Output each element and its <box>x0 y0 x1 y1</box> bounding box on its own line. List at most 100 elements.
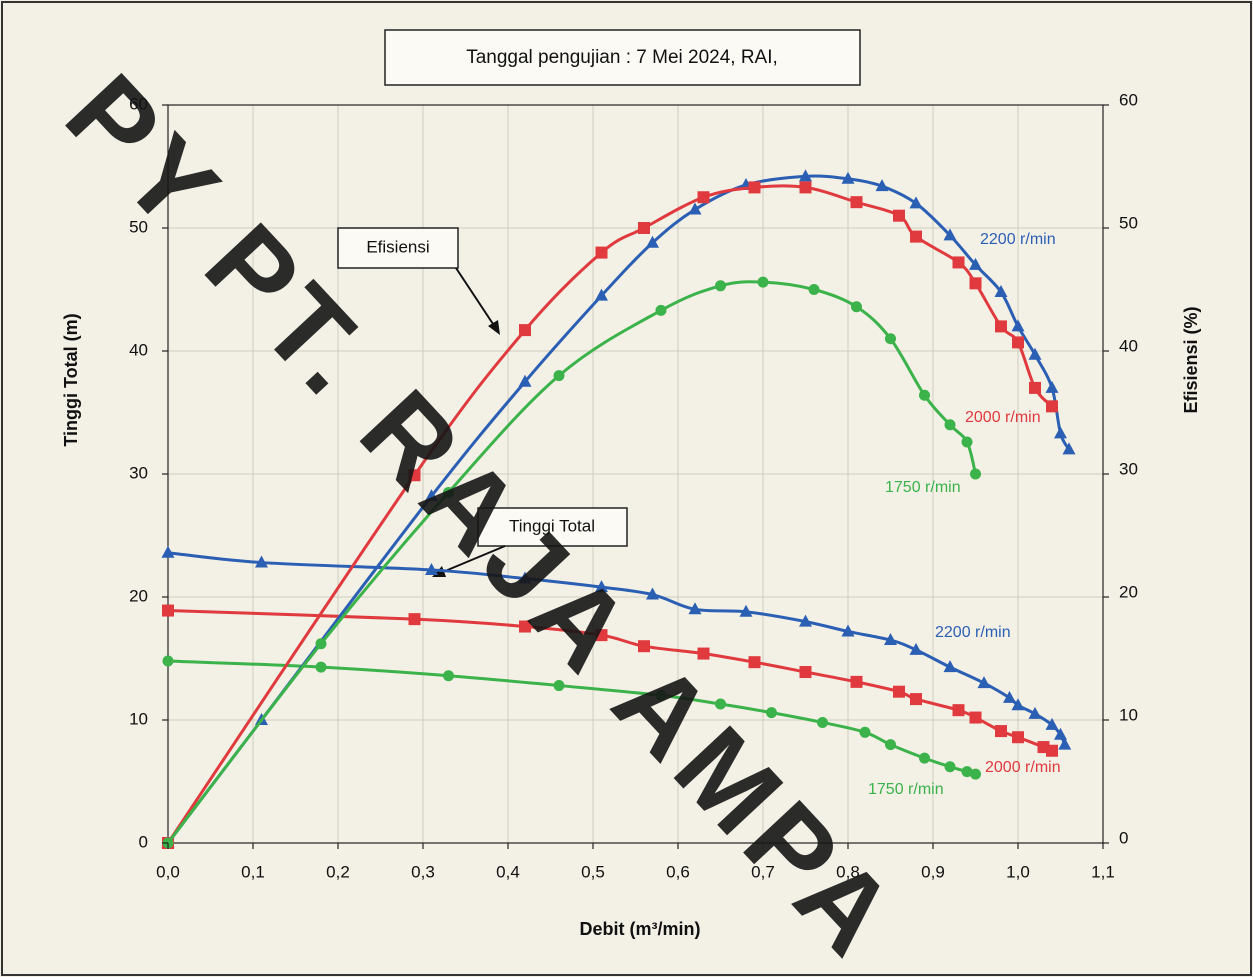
marker <box>1054 727 1067 740</box>
y-tick-label: 60 <box>129 94 148 113</box>
marker <box>944 419 956 431</box>
marker <box>1028 347 1042 360</box>
marker <box>943 228 957 241</box>
marker <box>961 766 973 778</box>
y-tick-label: 50 <box>129 217 148 236</box>
data <box>161 169 1076 849</box>
marker <box>161 545 175 558</box>
marker <box>739 604 753 617</box>
marker <box>518 374 532 387</box>
y2-tick-label: 50 <box>1119 213 1138 232</box>
annotation-arrow <box>437 545 506 575</box>
marker <box>646 235 659 248</box>
marker <box>1045 717 1059 730</box>
marker <box>841 171 855 184</box>
marker <box>850 675 863 688</box>
marker <box>1029 381 1041 394</box>
marker <box>977 676 991 689</box>
chart-title: Tanggal pengujian : 7 Mei 2024, RAI, <box>466 47 778 68</box>
x-axis-label: Debit (m³/min) <box>580 919 701 939</box>
marker <box>885 739 896 751</box>
marker <box>893 209 905 222</box>
marker <box>961 436 973 448</box>
marker <box>1046 400 1058 413</box>
y2-tick-label: 30 <box>1119 459 1138 478</box>
marker <box>425 562 438 575</box>
marker <box>919 389 930 401</box>
marker <box>875 179 889 192</box>
x-tick-label: 0,5 <box>581 862 605 881</box>
x-tick-label: 0,8 <box>836 862 860 881</box>
series-label: 1750 r/min <box>868 781 944 798</box>
marker <box>553 680 565 692</box>
y-tick-label: 0 <box>139 832 148 851</box>
x-tick-label: 0,7 <box>751 862 775 881</box>
marker <box>315 661 327 673</box>
y-tick-label: 10 <box>129 709 148 728</box>
marker <box>885 333 896 345</box>
marker <box>970 468 981 480</box>
series-label: 2000 r/min <box>985 759 1061 776</box>
marker <box>748 181 761 194</box>
marker <box>1011 698 1025 711</box>
y2-axis-label: Efisiensi (%) <box>1181 306 1201 413</box>
y-axis-label: Tinggi Total (m) <box>61 313 81 446</box>
marker <box>655 689 667 701</box>
marker <box>408 469 421 482</box>
marker <box>1046 744 1058 757</box>
x-tick-label: 0,1 <box>241 862 265 881</box>
marker <box>919 752 930 764</box>
curve <box>166 280 977 844</box>
marker <box>841 624 855 637</box>
curve <box>166 174 1071 844</box>
marker <box>799 614 812 627</box>
arrow-head <box>488 320 500 335</box>
marker <box>1062 442 1076 455</box>
title-box <box>384 29 861 86</box>
marker <box>595 288 608 301</box>
x-tick-label: 0,4 <box>496 862 520 881</box>
annotation-arrow <box>455 267 498 331</box>
marker <box>995 320 1007 333</box>
y-tick-label: 30 <box>129 463 148 482</box>
marker <box>688 202 702 215</box>
marker <box>994 284 1008 297</box>
marker <box>553 370 565 382</box>
marker <box>766 707 777 719</box>
marker <box>969 277 982 290</box>
marker <box>162 604 174 617</box>
curve <box>167 659 976 776</box>
series-label: 2200 r/min <box>980 231 1056 248</box>
annotation: Tinggi Total <box>509 516 595 535</box>
marker <box>884 633 897 646</box>
y2-tick-label: 0 <box>1119 828 1128 847</box>
x-tick-label: 0,2 <box>326 862 350 881</box>
marker <box>595 246 608 259</box>
marker <box>715 280 726 292</box>
marker <box>443 670 454 682</box>
series-label: 1750 r/min <box>885 479 961 496</box>
marker <box>817 716 828 728</box>
series-label: 2200 r/min <box>935 624 1011 641</box>
marker <box>969 257 982 270</box>
x-tick-label: 1,0 <box>1006 862 1030 881</box>
marker <box>952 256 965 269</box>
annotation: Efisiensi <box>366 237 429 256</box>
marker <box>255 555 268 568</box>
marker <box>408 613 421 626</box>
marker <box>859 726 871 738</box>
marker <box>748 656 761 669</box>
marker <box>910 230 922 243</box>
marker <box>1058 737 1072 750</box>
y2-tick-label: 40 <box>1119 336 1138 355</box>
marker <box>1011 319 1025 332</box>
marker <box>1054 426 1067 439</box>
marker <box>757 276 769 288</box>
marker <box>969 711 982 724</box>
marker <box>646 587 659 600</box>
marker <box>910 693 922 706</box>
marker <box>970 768 981 780</box>
marker <box>1012 731 1024 744</box>
